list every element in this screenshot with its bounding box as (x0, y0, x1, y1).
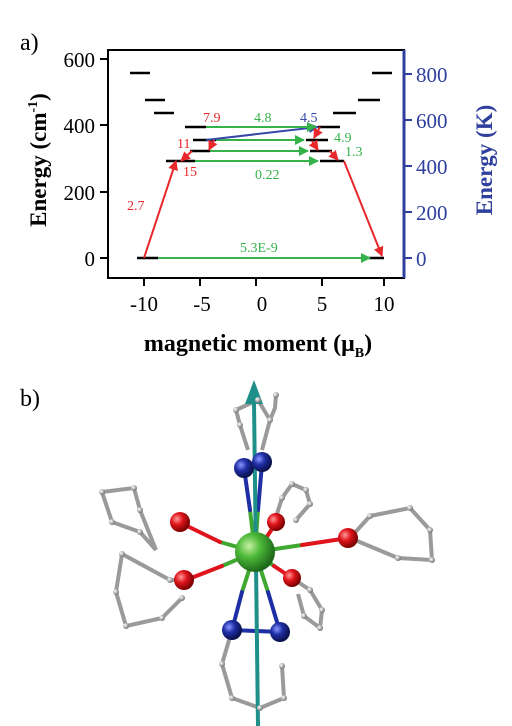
right-tick-label: 200 (416, 201, 448, 225)
red-arrow-right-down (343, 160, 384, 257)
oxygen-atom (174, 570, 194, 590)
nitrogen-atoms (222, 452, 290, 642)
energy-level-diagram: a) 0 200 400 600 0 200 400 600 800 (20, 30, 497, 361)
left-tick-label: 0 (85, 247, 96, 271)
right-tick-label: 800 (416, 63, 448, 87)
energy-levels (130, 71, 392, 260)
red-arrow-right-b (308, 139, 319, 151)
x-tick-label: 0 (257, 292, 268, 316)
oxygen-atom (338, 528, 358, 548)
nitrogen-atom (222, 620, 242, 640)
label-0-22: 0.22 (255, 168, 280, 183)
label-4-8: 4.8 (254, 111, 272, 126)
x-tick-label: -5 (193, 292, 211, 316)
carbon-atoms (99, 392, 435, 711)
label-5-3e-9: 5.3E-9 (240, 241, 278, 256)
label-15: 15 (183, 165, 197, 180)
blue-arrow-4-5 (205, 123, 319, 141)
left-axis-title: Energy (cm-1) (26, 93, 51, 227)
label-4-5: 4.5 (300, 111, 318, 126)
label-4-9: 4.9 (334, 131, 352, 146)
panel-b-label: b) (20, 386, 40, 412)
red-arrow-7-9 (208, 139, 218, 151)
left-tick-label: 600 (64, 48, 96, 72)
oxygen-atoms (170, 512, 358, 590)
x-ticks (143, 278, 385, 286)
label-7-9: 7.9 (203, 111, 221, 126)
nitrogen-atom (252, 452, 272, 472)
panel-a-label: a) (20, 30, 39, 56)
red-arrow-2-7 (143, 160, 178, 259)
left-y-ticks (100, 58, 108, 259)
x-tick-label: -10 (130, 292, 158, 316)
oxygen-atom (283, 569, 301, 587)
transition-arrows (143, 122, 384, 263)
x-axis-title: magnetic moment (μB) (144, 331, 372, 361)
oxygen-atom (170, 512, 190, 532)
right-tick-label: 600 (416, 109, 448, 133)
x-tick-label: 5 (317, 292, 328, 316)
right-axis-title: Energy (K) (472, 105, 497, 216)
right-tick-label: 400 (416, 155, 448, 179)
nitrogen-atom (234, 458, 254, 478)
label-1-3: 1.3 (345, 145, 363, 160)
left-tick-label: 200 (64, 181, 96, 205)
right-tick-label: 0 (416, 247, 427, 271)
label-11: 11 (177, 137, 190, 152)
red-arrow-right-a (313, 126, 323, 139)
x-tick-label: 10 (374, 292, 395, 316)
red-arrow-11 (180, 150, 193, 162)
central-metal-atom (235, 532, 275, 572)
right-y-ticks (404, 73, 412, 259)
red-arrow-right-c (328, 149, 339, 161)
left-tick-label: 400 (64, 114, 96, 138)
nitrogen-atom (270, 622, 290, 642)
oxygen-atom (267, 513, 285, 531)
label-2-7: 2.7 (127, 199, 145, 214)
molecular-structure: b) (20, 380, 435, 726)
